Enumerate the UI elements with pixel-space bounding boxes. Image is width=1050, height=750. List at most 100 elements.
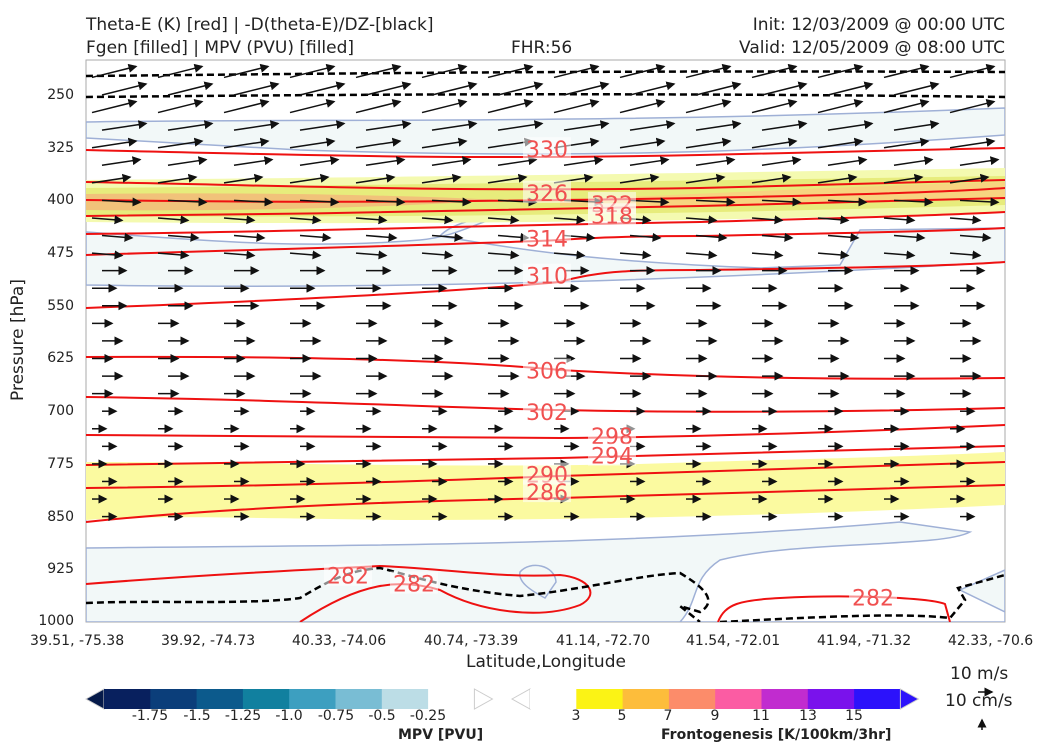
x-tick-2: 40.33, -74.06 — [292, 633, 387, 649]
y-tick-625: 625 — [47, 350, 74, 366]
wind-arrow — [883, 99, 930, 114]
wind-arrow — [355, 137, 402, 149]
wind-arrow — [949, 63, 996, 79]
wind-arrow — [695, 232, 728, 242]
y-tick-475: 475 — [47, 245, 74, 261]
wind-arrow — [761, 156, 802, 167]
wind-arrow — [817, 250, 850, 260]
y-tick-250: 250 — [47, 87, 74, 103]
wind-arrow — [101, 232, 134, 242]
wind-arrow — [817, 99, 864, 114]
wind-arrow — [497, 120, 544, 131]
wind-arrow — [223, 215, 256, 225]
wind-arrow — [497, 81, 544, 96]
wind-arrow — [629, 120, 676, 131]
wind-arrow — [299, 232, 332, 242]
wind-arrow — [883, 137, 930, 149]
wind-arrow — [355, 63, 402, 79]
wind-arrow — [299, 81, 346, 96]
y-tick-925: 925 — [47, 561, 74, 577]
wind-arrow — [167, 120, 214, 131]
wind-ref-horizontal: 10 m/s — [950, 664, 1009, 684]
wind-arrow — [233, 81, 280, 96]
wind-arrow — [223, 137, 270, 149]
wind-arrow — [101, 197, 142, 207]
wind-arrow — [685, 137, 732, 149]
y-tick-700: 700 — [47, 403, 74, 419]
fgen-colorbar-title: Frontogenesis [K/100km/3hr] — [661, 727, 892, 743]
mpv-tick-1: -1.5 — [183, 708, 211, 724]
wind-arrow — [487, 215, 520, 225]
wind-arrow — [289, 99, 336, 114]
wind-arrow — [629, 156, 670, 167]
wind-arrow — [167, 232, 200, 242]
y-tick-550: 550 — [47, 298, 74, 314]
wind-arrow — [685, 63, 732, 79]
wind-arrow — [487, 63, 534, 79]
y-axis-title: Pressure [hPa] — [8, 279, 28, 401]
wind-arrow — [619, 99, 666, 114]
stability-contours — [86, 70, 1005, 622]
y-tick-775: 775 — [47, 456, 74, 472]
wind-arrow — [883, 173, 924, 184]
wind-arrow — [949, 215, 982, 225]
wind-arrow — [949, 99, 996, 114]
wind-arrow — [629, 197, 670, 207]
wind-arrow — [365, 120, 412, 131]
wind-arrow — [365, 156, 406, 167]
fgen-tick-1: 5 — [617, 708, 627, 724]
wind-arrow — [157, 250, 190, 260]
wind-arrow — [685, 173, 726, 184]
mpv-tick-2: -1.25 — [224, 708, 262, 724]
x-axis-title: Latitude,Longitude — [466, 652, 626, 672]
wind-arrow — [233, 120, 280, 131]
wind-arrow — [355, 99, 402, 114]
wind-arrow — [497, 156, 538, 167]
x-tick-3: 40.74, -73.39 — [424, 633, 519, 649]
wind-arrow — [629, 81, 676, 96]
wind-arrow — [883, 250, 916, 260]
y-tick-400: 400 — [47, 192, 74, 208]
wind-arrow — [563, 81, 610, 96]
wind-arrow — [685, 215, 718, 225]
wind-arrow — [421, 173, 462, 184]
wind-arrow — [751, 250, 784, 260]
wind-arrow — [883, 215, 916, 225]
wind-arrow — [299, 120, 346, 131]
y-tick-1000: 1000 — [38, 613, 74, 629]
wind-arrow — [289, 173, 330, 184]
wind-arrow — [761, 197, 802, 207]
wind-arrow — [431, 81, 478, 96]
mpv-tick-4: -0.75 — [317, 708, 355, 724]
fgen-tick-0: 3 — [571, 708, 581, 724]
wind-arrow — [827, 120, 874, 131]
wind-arrow — [223, 173, 264, 184]
y-tick-850: 850 — [47, 509, 74, 525]
mpv-tick-6: -0.25 — [409, 708, 447, 724]
wind-arrow — [695, 120, 742, 131]
wind-arrow — [365, 81, 412, 96]
wind-arrow — [619, 250, 652, 260]
wind-ref-vertical: 10 cm/s — [945, 691, 1013, 711]
wind-arrow — [421, 99, 468, 114]
wind-arrow — [949, 137, 996, 149]
wind-arrow — [751, 99, 798, 114]
wind-arrow — [751, 173, 792, 184]
wind-arrow — [761, 81, 808, 96]
wind-arrow — [949, 250, 982, 260]
wind-arrow — [893, 81, 940, 96]
wind-arrow — [167, 197, 208, 207]
valid-time: Valid: 12/05/2009 @ 08:00 UTC — [739, 38, 1005, 58]
fgen-tick-4: 11 — [752, 708, 770, 724]
wind-arrow — [365, 197, 406, 207]
wind-arrow — [289, 215, 322, 225]
wind-arrow — [893, 232, 926, 242]
wind-arrow — [421, 137, 468, 149]
title-line-2: Fgen [filled] | MPV (PVU) [filled] — [86, 38, 355, 58]
wind-arrow — [563, 156, 604, 167]
wind-arrow — [101, 120, 148, 131]
wind-arrow — [883, 63, 930, 79]
wind-arrows — [91, 63, 1000, 522]
wind-arrow — [355, 215, 388, 225]
